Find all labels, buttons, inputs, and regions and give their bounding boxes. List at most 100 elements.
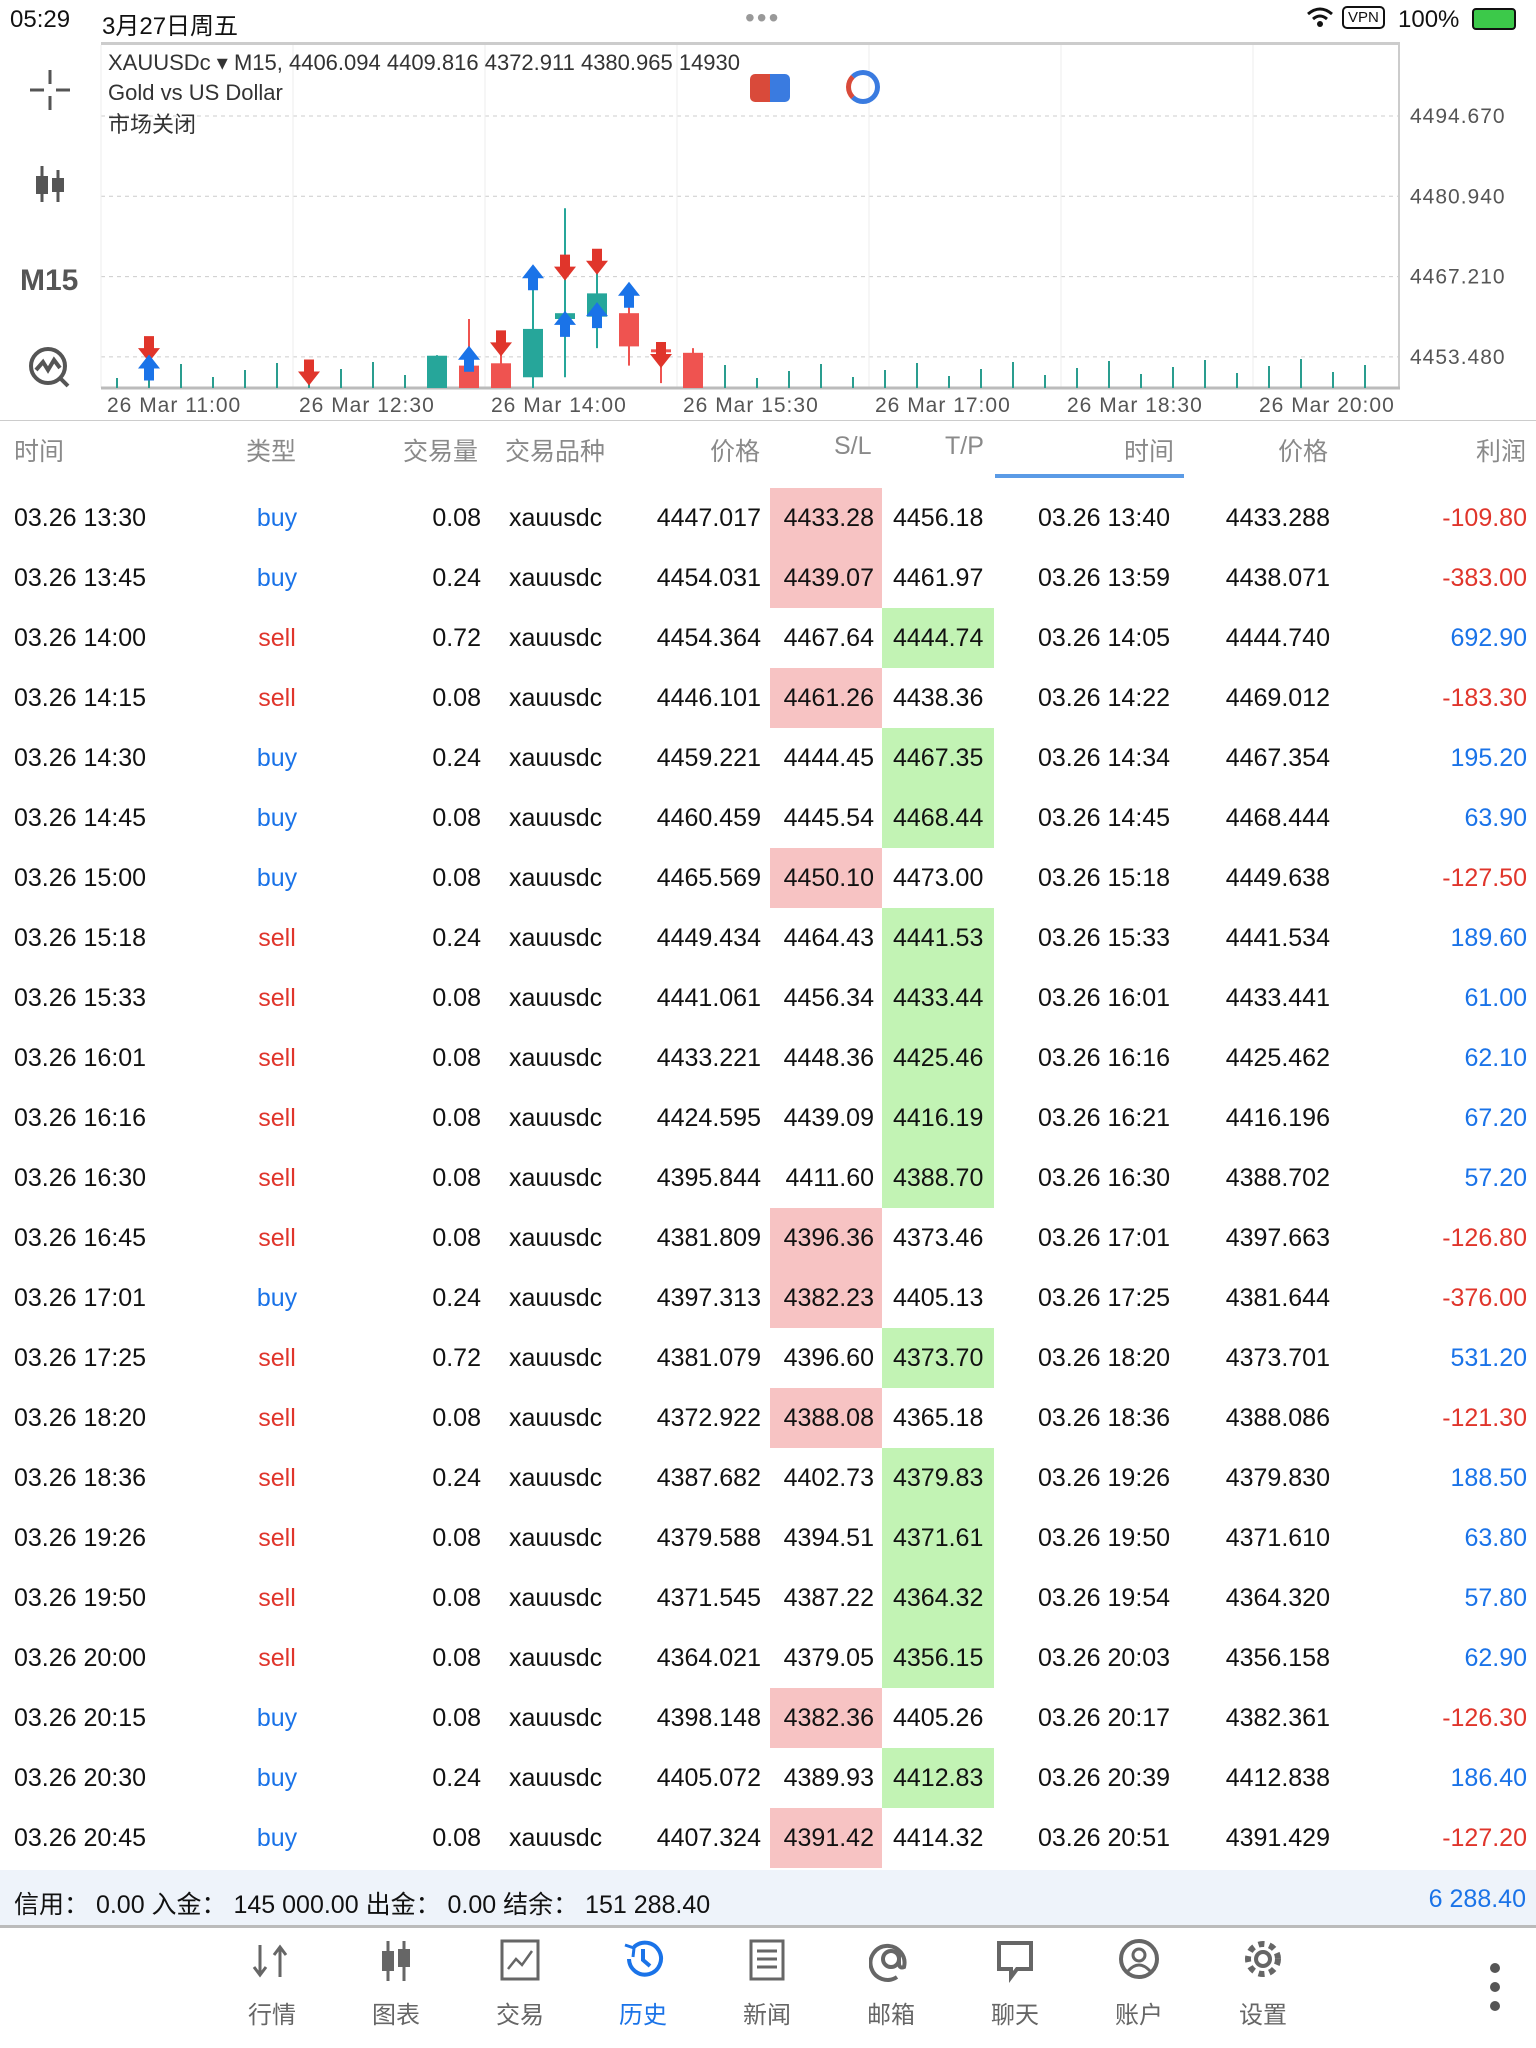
table-row[interactable]: 03.26 16:16 sell 0.08 xauusdc 4424.595 4439.0… (0, 1088, 1536, 1148)
cell-open-time: 03.26 20:45 (14, 1824, 147, 1852)
table-row[interactable]: 03.26 20:15 buy 0.08 xauusdc 4398.148 4382.36… (0, 1688, 1536, 1748)
time-axis-label: 26 Mar 18:30 (1067, 394, 1203, 417)
table-row[interactable]: 03.26 17:01 buy 0.24 xauusdc 4397.313 4382.23… (0, 1268, 1536, 1328)
nav-label: 交易 (496, 2002, 544, 2029)
cell-open-time: 03.26 20:00 (14, 1644, 147, 1672)
cell-volume: 0.08 (432, 1224, 481, 1252)
cell-close-time: 03.26 15:33 (1038, 924, 1171, 952)
cell-profit: 61.00 (1464, 984, 1527, 1012)
table-row[interactable]: 03.26 20:30 buy 0.24 xauusdc 4405.072 4389.93… (0, 1748, 1536, 1808)
nav-chart[interactable]: 图表 (341, 1935, 451, 2030)
col-tp[interactable]: T/P (945, 432, 984, 460)
crosshair-icon[interactable] (28, 68, 72, 117)
cell-volume: 0.24 (432, 924, 481, 952)
cell-open-price: 4381.079 (656, 1344, 761, 1372)
cell-profit: -127.20 (1442, 1824, 1527, 1852)
chart-type-icon[interactable] (32, 162, 68, 211)
cell-symbol: xauusdc (509, 804, 603, 832)
candle-body (427, 355, 447, 388)
col-open-time[interactable]: 时间 (14, 438, 65, 466)
col-sl[interactable]: S/L (834, 432, 872, 460)
table-row[interactable]: 03.26 14:45 buy 0.08 xauusdc 4460.459 4445.54… (0, 788, 1536, 848)
table-row[interactable]: 03.26 16:30 sell 0.08 xauusdc 4395.844 4411.6… (0, 1148, 1536, 1208)
cell-close-price: 4467.354 (1225, 744, 1330, 772)
table-row[interactable]: 03.26 18:20 sell 0.08 xauusdc 4372.922 4388.0… (0, 1388, 1536, 1448)
nav-news[interactable]: 新闻 (712, 1935, 822, 2030)
table-row[interactable]: 03.26 14:00 sell 0.72 xauusdc 4454.364 4467.6… (0, 608, 1536, 668)
nav-history[interactable]: 历史 (588, 1935, 698, 2030)
table-row[interactable]: 03.26 15:00 buy 0.08 xauusdc 4465.569 4450.10… (0, 848, 1536, 908)
table-row[interactable]: 03.26 15:33 sell 0.08 xauusdc 4441.061 4456.3… (0, 968, 1536, 1028)
price-chart[interactable] (101, 42, 1400, 388)
col-close-time[interactable]: 时间 (1124, 438, 1175, 466)
cell-volume: 0.08 (432, 864, 481, 892)
cell-symbol: xauusdc (509, 984, 603, 1012)
cell-take-profit: 4412.83 (893, 1764, 984, 1792)
nav-account[interactable]: 账户 (1084, 1935, 1194, 2030)
cell-open-price: 4459.221 (656, 744, 761, 772)
cell-type: sell (258, 1104, 296, 1132)
cell-close-price: 4433.441 (1225, 984, 1330, 1012)
table-row[interactable]: 03.26 15:18 sell 0.24 xauusdc 4449.434 4464.4… (0, 908, 1536, 968)
table-row[interactable]: 03.26 16:45 sell 0.08 xauusdc 4381.809 4396.3… (0, 1208, 1536, 1268)
chat-icon (960, 1935, 1070, 1985)
col-type[interactable]: 类型 (246, 438, 297, 466)
table-row[interactable]: 03.26 16:01 sell 0.08 xauusdc 4433.221 4448.3… (0, 1028, 1536, 1088)
one-click-trading-icon[interactable] (750, 74, 790, 102)
nav-mail[interactable]: 邮箱 (836, 1935, 946, 2030)
cell-profit: 57.80 (1464, 1584, 1527, 1612)
cell-close-price: 4364.320 (1225, 1584, 1330, 1612)
cell-profit: -109.80 (1442, 504, 1527, 532)
cell-close-time: 03.26 20:17 (1038, 1704, 1171, 1732)
clock-icon[interactable] (846, 70, 880, 104)
table-row[interactable]: 03.26 19:26 sell 0.08 xauusdc 4379.588 4394.5… (0, 1508, 1536, 1568)
cell-stop-loss: 4391.42 (783, 1824, 874, 1852)
cell-close-time: 03.26 16:01 (1038, 984, 1171, 1012)
tp-hit-highlight (882, 728, 994, 788)
cell-volume: 0.24 (432, 744, 481, 772)
time-axis-label: 26 Mar 12:30 (299, 394, 435, 417)
col-profit[interactable]: 利润 (1476, 438, 1527, 466)
cell-type: sell (258, 1164, 296, 1192)
cell-type: buy (256, 1704, 298, 1732)
cell-profit: -121.30 (1442, 1404, 1527, 1432)
cell-open-price: 4387.682 (656, 1464, 761, 1492)
table-row[interactable]: 03.26 18:36 sell 0.24 xauusdc 4387.682 4402.7… (0, 1448, 1536, 1508)
cell-symbol: xauusdc (509, 1404, 603, 1432)
nav-quotes[interactable]: 行情 (217, 1935, 327, 2030)
table-row[interactable]: 03.26 13:45 buy 0.24 xauusdc 4454.031 4439.07… (0, 548, 1536, 608)
price-axis-label: 4453.480 (1410, 346, 1506, 369)
table-row[interactable]: 03.26 20:45 buy 0.08 xauusdc 4407.324 4391.42… (0, 1808, 1536, 1868)
nav-settings[interactable]: 设置 (1208, 1935, 1318, 2030)
cell-close-price: 4468.444 (1225, 804, 1330, 832)
cell-take-profit: 4373.70 (893, 1344, 984, 1372)
table-row[interactable]: 03.26 14:30 buy 0.24 xauusdc 4459.221 4444.45… (0, 728, 1536, 788)
cell-close-price: 4391.429 (1225, 1824, 1330, 1852)
col-price[interactable]: 价格 (710, 438, 761, 466)
indicators-icon[interactable] (28, 346, 72, 395)
total-profit: 6 288.40 (1428, 1885, 1526, 1913)
nav-trade[interactable]: 交易 (465, 1935, 575, 2030)
table-row[interactable]: 03.26 19:50 sell 0.08 xauusdc 4371.545 4387.2… (0, 1568, 1536, 1628)
table-row[interactable]: 03.26 20:00 sell 0.08 xauusdc 4364.021 4379.0… (0, 1628, 1536, 1688)
cell-profit: 62.10 (1464, 1044, 1527, 1072)
col-symbol[interactable]: 交易品种 (505, 438, 606, 466)
col-close-price[interactable]: 价格 (1278, 438, 1329, 466)
cell-open-time: 03.26 20:15 (14, 1704, 147, 1732)
cell-open-time: 03.26 20:30 (14, 1764, 147, 1792)
chart-description: Gold vs US Dollar (108, 80, 283, 105)
cell-open-time: 03.26 14:45 (14, 804, 147, 832)
table-row[interactable]: 03.26 17:25 sell 0.72 xauusdc 4381.079 4396.6… (0, 1328, 1536, 1388)
multitask-dots-icon[interactable]: ••• (745, 2, 781, 33)
timeframe-button[interactable]: M15 (20, 264, 79, 297)
nav-chat[interactable]: 聊天 (960, 1935, 1070, 2030)
tp-hit-highlight (882, 1748, 994, 1808)
tp-hit-highlight (882, 1148, 994, 1208)
cell-open-price: 4446.101 (656, 684, 761, 712)
cell-type: sell (258, 624, 296, 652)
table-row[interactable]: 03.26 13:30 buy 0.08 xauusdc 4447.017 4433.28… (0, 488, 1536, 548)
cell-volume: 0.08 (432, 1644, 481, 1672)
more-icon[interactable] (1488, 1962, 1502, 2017)
table-row[interactable]: 03.26 14:15 sell 0.08 xauusdc 4446.101 4461.2… (0, 668, 1536, 728)
col-volume[interactable]: 交易量 (403, 438, 479, 466)
